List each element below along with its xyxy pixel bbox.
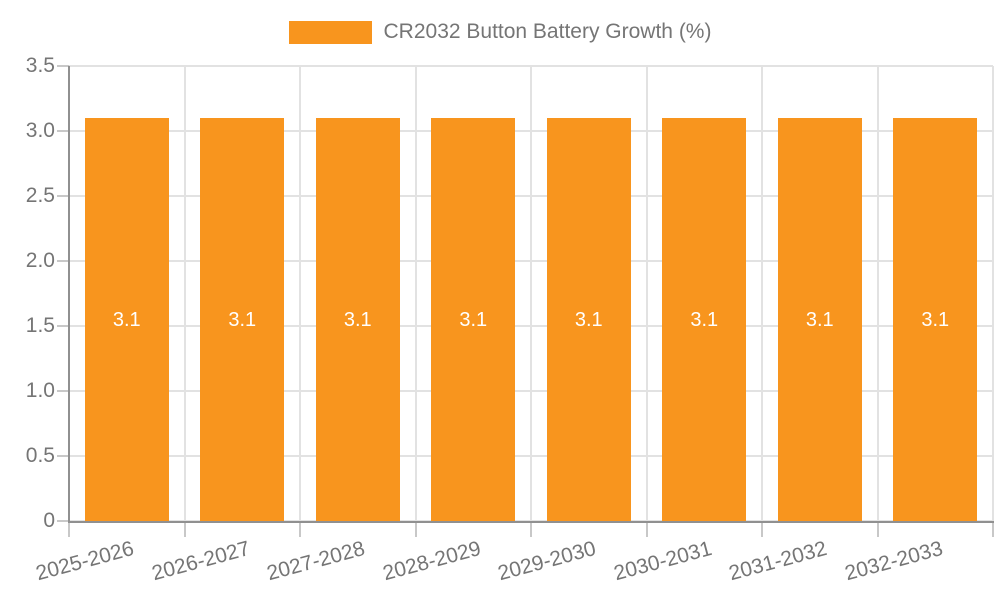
y-tick-label: 2.5 bbox=[25, 184, 55, 207]
gridline-vertical bbox=[530, 66, 532, 521]
bar-value-label: 3.1 bbox=[921, 308, 950, 331]
x-tick-label: 2028-2029 bbox=[380, 537, 484, 586]
bar-value-label: 3.1 bbox=[112, 308, 141, 331]
y-axis-tick bbox=[57, 195, 69, 197]
x-axis-tick bbox=[876, 521, 879, 537]
bar-value-label: 3.1 bbox=[690, 308, 719, 331]
y-tick-label: 3.5 bbox=[25, 54, 55, 77]
x-tick-label: 2027-2028 bbox=[264, 537, 368, 586]
y-tick-label: 1.0 bbox=[25, 379, 55, 402]
x-tick-label: 2031-2032 bbox=[726, 537, 830, 586]
gridline-vertical bbox=[183, 66, 186, 521]
x-tick-label: 2029-2030 bbox=[495, 537, 599, 586]
bar bbox=[431, 118, 516, 521]
bar bbox=[315, 118, 400, 521]
legend-swatch bbox=[288, 20, 372, 44]
x-axis-tick bbox=[299, 521, 301, 537]
gridline-vertical bbox=[414, 66, 417, 521]
bar-value-label: 3.1 bbox=[343, 308, 372, 331]
x-tick-label: 2030-2031 bbox=[611, 537, 715, 586]
y-tick-label: 1.5 bbox=[25, 314, 55, 337]
y-axis-tick bbox=[57, 455, 69, 457]
x-axis-tick bbox=[183, 521, 186, 537]
bar-value-label: 3.1 bbox=[459, 308, 488, 331]
x-tick-label: 2026-2027 bbox=[149, 537, 253, 586]
y-tick-label: 2.0 bbox=[25, 249, 55, 272]
y-axis-tick bbox=[57, 325, 69, 327]
x-tick-label: 2025-2026 bbox=[33, 537, 137, 586]
bar bbox=[84, 118, 169, 521]
legend: CR2032 Button Battery Growth (%) bbox=[0, 19, 1000, 45]
y-tick-label: 0.5 bbox=[25, 444, 55, 467]
x-axis-tick bbox=[68, 521, 70, 537]
x-tick-label: 2032-2033 bbox=[842, 537, 946, 586]
y-axis-tick bbox=[57, 260, 69, 262]
gridline-vertical bbox=[299, 66, 301, 521]
x-axis-tick bbox=[992, 521, 994, 537]
gridline-vertical bbox=[992, 66, 994, 521]
y-axis-tick bbox=[57, 520, 69, 522]
y-axis-tick bbox=[57, 65, 69, 67]
bar bbox=[200, 118, 285, 521]
y-tick-label: 3.0 bbox=[25, 119, 55, 142]
y-axis-line bbox=[68, 66, 70, 523]
bar bbox=[662, 118, 747, 521]
bar-value-label: 3.1 bbox=[574, 308, 603, 331]
gridline-vertical bbox=[761, 66, 763, 521]
gridline-vertical bbox=[645, 66, 648, 521]
y-tick-label: 0 bbox=[43, 509, 55, 532]
x-axis-tick bbox=[761, 521, 763, 537]
y-axis-tick bbox=[57, 130, 69, 132]
bar-value-label: 3.1 bbox=[228, 308, 257, 331]
gridline-vertical bbox=[876, 66, 879, 521]
x-axis-tick bbox=[645, 521, 648, 537]
y-axis-tick bbox=[57, 390, 69, 392]
bar bbox=[893, 118, 978, 521]
x-axis-tick bbox=[414, 521, 417, 537]
legend-label: CR2032 Button Battery Growth (%) bbox=[383, 20, 712, 43]
x-axis-line bbox=[68, 521, 994, 523]
bar bbox=[777, 118, 862, 521]
bar bbox=[546, 118, 631, 521]
x-axis-tick bbox=[530, 521, 532, 537]
bar-value-label: 3.1 bbox=[805, 308, 834, 331]
